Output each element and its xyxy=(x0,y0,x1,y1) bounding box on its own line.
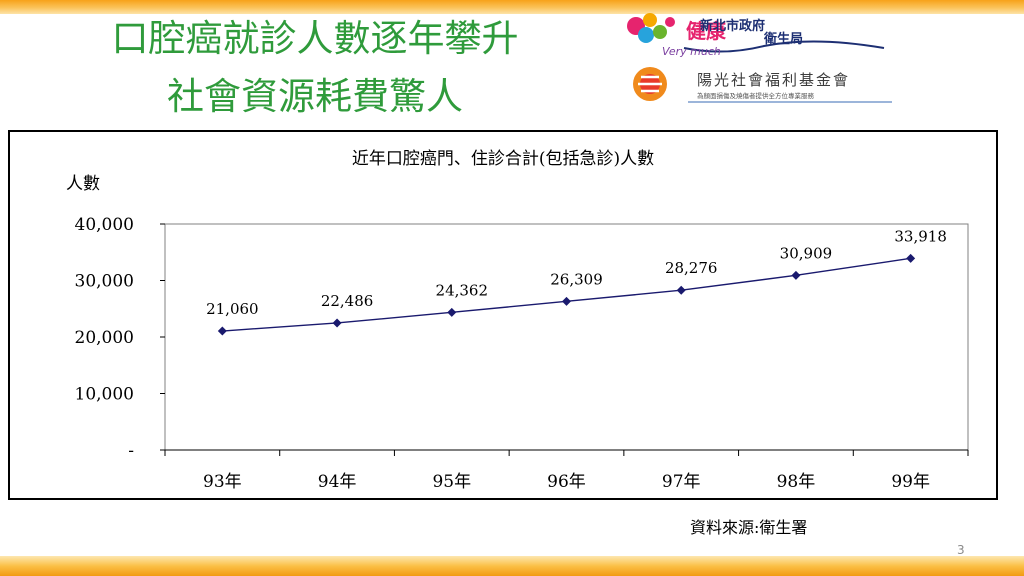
data-point-marker xyxy=(332,318,342,328)
data-label: 22,486 xyxy=(321,292,374,310)
x-tick-label: 98年 xyxy=(777,472,816,492)
foundation-name: 陽光社會福利基金會 xyxy=(697,71,851,89)
data-label: 24,362 xyxy=(436,281,489,299)
data-label: 30,909 xyxy=(780,244,833,262)
x-tick-label: 99年 xyxy=(891,472,930,492)
data-point-marker xyxy=(906,253,916,263)
x-tick-label: 93年 xyxy=(203,472,242,492)
data-label: 33,918 xyxy=(894,227,947,245)
health-logo: 健康 Very much xyxy=(627,13,885,58)
data-point-marker xyxy=(447,307,457,317)
slide-title-line1: 口腔癌就診人數逐年攀升 xyxy=(111,17,519,60)
data-point-marker xyxy=(676,285,686,295)
x-tick-label: 97年 xyxy=(662,472,701,492)
health-logo-text: 健康 xyxy=(686,19,727,43)
y-tick-label: - xyxy=(128,441,134,461)
x-tick-label: 96年 xyxy=(547,472,586,492)
bottom-decorative-band xyxy=(0,556,1024,576)
x-tick-label: 95年 xyxy=(432,472,471,492)
data-point-marker xyxy=(791,270,801,280)
plot-area xyxy=(164,223,969,451)
data-source-note: 資料來源:衛生署 xyxy=(690,518,808,537)
y-tick-label: 10,000 xyxy=(75,385,134,405)
x-tick-label: 94年 xyxy=(318,472,357,492)
government-line1: 新北市政府 xyxy=(700,19,766,34)
chart-frame xyxy=(8,130,998,500)
foundation-tagline: 為顏面損傷及燒傷者提供全方位專業服務 xyxy=(697,92,814,100)
slide-title-line2: 社會資源耗費驚人 xyxy=(167,75,463,118)
data-point-marker xyxy=(562,296,571,306)
top-decorative-band xyxy=(0,0,1024,14)
government-line2: 衛生局 xyxy=(764,32,804,47)
government-name: 新北市政府 衛生局 xyxy=(700,20,803,46)
page-number: 3 xyxy=(957,543,965,557)
chart-title: 近年口腔癌門、住診合計(包括急診)人數 xyxy=(352,149,654,169)
data-point-marker xyxy=(217,326,227,336)
data-label: 28,276 xyxy=(665,259,718,277)
foundation-logo xyxy=(633,67,892,103)
data-label: 26,309 xyxy=(550,270,603,288)
y-tick-label: 30,000 xyxy=(75,272,134,292)
y-tick-label: 40,000 xyxy=(75,215,134,235)
y-tick-label: 20,000 xyxy=(75,328,134,348)
y-axis-label: 人數 xyxy=(66,174,100,194)
data-label: 21,060 xyxy=(206,300,259,318)
health-logo-subtext: Very much xyxy=(662,45,721,58)
